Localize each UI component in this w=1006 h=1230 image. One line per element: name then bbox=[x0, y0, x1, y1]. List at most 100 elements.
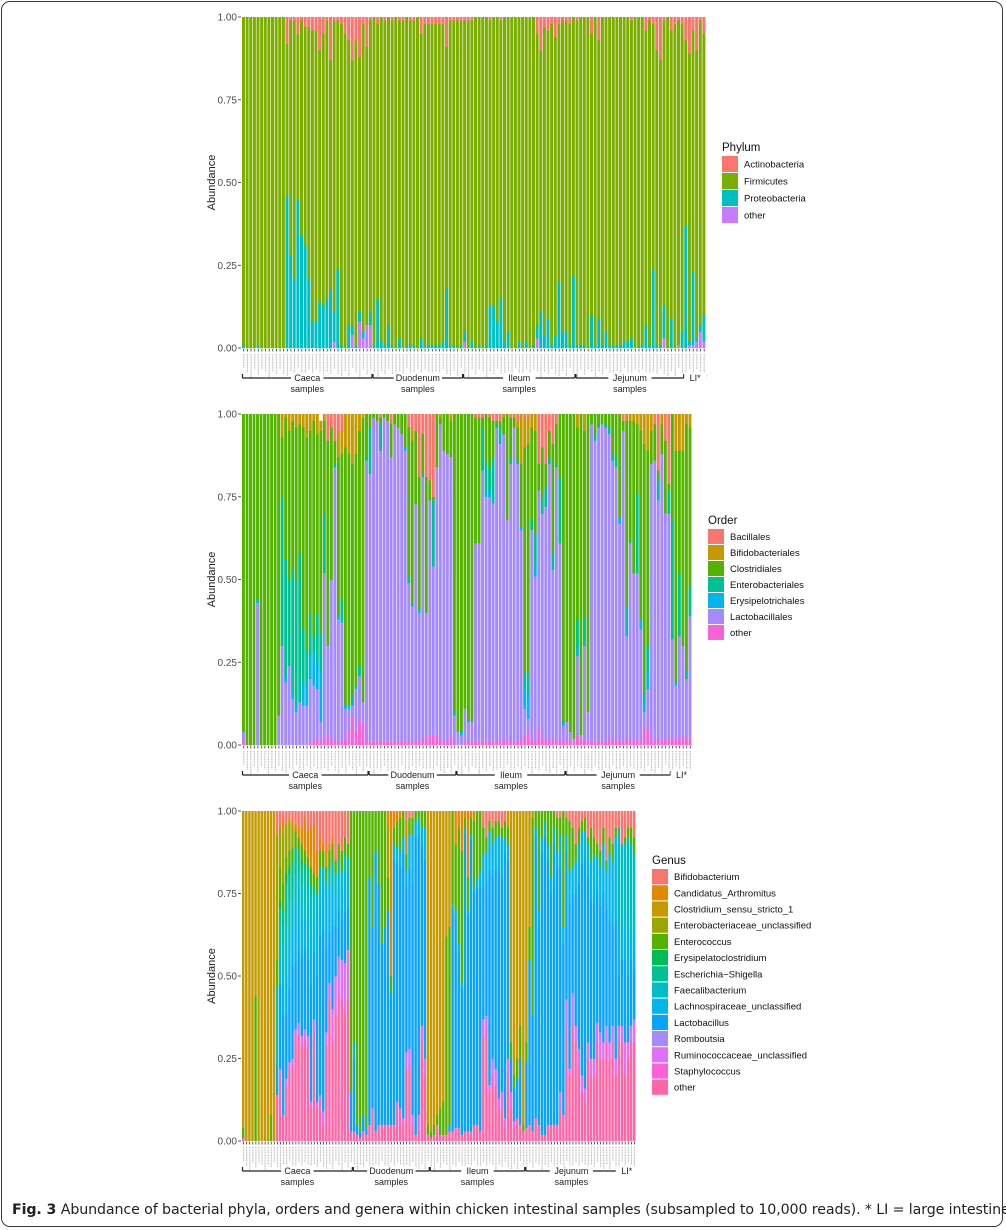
legend-title: Phylum bbox=[722, 142, 760, 154]
bar-segment-bifidobacteriales bbox=[649, 414, 653, 431]
bar-segment-clostridium-sensu-stricto-1 bbox=[519, 811, 522, 1026]
bar-segment-other bbox=[365, 1134, 368, 1142]
bar-segment-proteobacteria bbox=[452, 344, 456, 349]
bar-segment-enterococcus bbox=[439, 1108, 442, 1135]
sample-bar bbox=[528, 17, 532, 349]
bar-segment-bifidobacteriales bbox=[294, 414, 298, 428]
legend-label: Erysipelatoclostridium bbox=[674, 953, 766, 964]
sample-bar bbox=[280, 414, 284, 746]
sample-bar bbox=[669, 17, 673, 349]
sample-bar bbox=[308, 414, 312, 746]
y-tick-label: 0.25 bbox=[218, 261, 238, 272]
bar-segment-bacillales bbox=[336, 414, 340, 431]
sample-bar bbox=[491, 414, 495, 746]
bar-segment-firmicutes bbox=[242, 17, 246, 345]
bar-segment-erysipelatoclostridium bbox=[285, 873, 288, 884]
group-label: LI* bbox=[690, 373, 702, 383]
bar-segment-erysipelotrichales bbox=[674, 682, 678, 686]
bar-segment-enterococcus bbox=[383, 811, 387, 927]
bar-segment-firmicutes bbox=[278, 17, 282, 349]
bar-segment-proteobacteria bbox=[658, 344, 662, 349]
bar-segment-lactobacillus bbox=[303, 949, 307, 1030]
bar-segment-ruminococcaceae-unclassified bbox=[574, 1025, 577, 1043]
bar-segment-bifidobacterium bbox=[592, 811, 596, 838]
sample-bar bbox=[482, 811, 485, 1142]
bar-segment-enterococcus bbox=[608, 837, 611, 855]
bar-segment-faecalibacterium bbox=[340, 870, 343, 888]
bar-segment-actinobacteria bbox=[336, 17, 340, 21]
bar-segment-other bbox=[329, 741, 333, 746]
bar-segment-bacillales bbox=[424, 414, 428, 478]
bar-segment-lactobacillus bbox=[500, 877, 504, 1092]
bar-segment-other bbox=[599, 1058, 602, 1142]
bar-segment-ruminococcaceae-unclassified bbox=[297, 1022, 300, 1036]
bar-segment-enterobacteriales bbox=[607, 427, 611, 435]
bar-segment-proteobacteria bbox=[419, 338, 423, 349]
bar-segment-ruminococcaceae-unclassified bbox=[559, 1091, 562, 1109]
sample-bar bbox=[526, 414, 530, 746]
sample-bar bbox=[477, 17, 481, 349]
sample-bar bbox=[525, 811, 528, 1142]
sample-bar bbox=[637, 17, 641, 349]
bar-segment-lactobacillus bbox=[589, 900, 593, 1059]
bar-segment-bacillales bbox=[621, 414, 625, 421]
bar-segment-ruminococcaceae-unclassified bbox=[285, 1078, 288, 1086]
bar-segment-enterococcus bbox=[414, 811, 417, 822]
bar-segment-ruminococcaceae-unclassified bbox=[509, 1091, 513, 1109]
bar-segment-other bbox=[614, 1075, 617, 1142]
bar-segment-faecalibacterium bbox=[325, 880, 328, 907]
bar-segment-enterobacteriales bbox=[625, 605, 629, 630]
bar-segment-ruminococcaceae-unclassified bbox=[512, 1121, 516, 1129]
group-label: LI* bbox=[621, 1166, 633, 1176]
sample-bar bbox=[300, 811, 303, 1142]
bar-segment-actinobacteria bbox=[423, 17, 427, 24]
bar-segment-clostridium-sensu-stricto-1 bbox=[291, 820, 294, 828]
sample-bar bbox=[292, 17, 296, 349]
legend-item: Clostridium_sensu_stricto_1 bbox=[652, 901, 793, 917]
bar-segment-enterococcus bbox=[346, 844, 350, 858]
bar-segment-clostridiales bbox=[600, 414, 604, 425]
bar-segment-lactobacillus bbox=[398, 867, 402, 1109]
bar-segment-other bbox=[315, 1108, 319, 1142]
bar-segment-firmicutes bbox=[702, 33, 706, 316]
bar-segment-enterobacteriales bbox=[688, 586, 692, 617]
bar-segment-lachnospiraceae-unclassified bbox=[325, 906, 328, 947]
bar-segment-lactobacillus bbox=[580, 863, 584, 1076]
bar-segment-erysipelotrichales bbox=[319, 672, 323, 723]
bar-segment-enterococcus bbox=[325, 867, 328, 881]
bar-segment-actinobacteria bbox=[368, 17, 372, 21]
bar-segment-firmicutes bbox=[640, 17, 644, 345]
bar-segment-other bbox=[623, 1075, 627, 1142]
sample-bar bbox=[510, 17, 514, 349]
bar-segment-bacillales bbox=[540, 414, 544, 448]
bar-segment-lactobacillales bbox=[333, 466, 337, 739]
bar-segment-other bbox=[579, 738, 583, 746]
bar-segment-lactobacillus bbox=[297, 949, 300, 1023]
bar-segment-firmicutes bbox=[619, 17, 623, 345]
bar-segment-ruminococcaceae-unclassified bbox=[405, 1051, 408, 1069]
bar-segment-bacillales bbox=[491, 414, 495, 421]
bar-segment-clostridiales bbox=[294, 427, 298, 580]
bar-segment-other bbox=[695, 341, 699, 349]
bar-segment-other bbox=[454, 1127, 457, 1142]
bar-segment-clostridiales bbox=[646, 450, 650, 646]
bar-segment-faecalibacterium bbox=[343, 853, 347, 874]
bar-segment-enterobacteriales bbox=[315, 612, 319, 663]
bar-segment-lachnospiraceae-unclassified bbox=[318, 886, 322, 937]
bar-segment-firmicutes bbox=[666, 17, 670, 349]
bar-segment-lactobacillales bbox=[393, 423, 397, 742]
bracket-label-gap bbox=[503, 373, 536, 383]
bar-segment-firmicutes bbox=[310, 30, 314, 322]
bar-segment-actinobacteria bbox=[292, 17, 296, 21]
bar-segment-enterobacteriales bbox=[670, 519, 674, 640]
bar-segment-lachnospiraceae-unclassified bbox=[555, 850, 559, 868]
legend-title: Order bbox=[708, 515, 738, 527]
legend-swatch bbox=[722, 207, 738, 223]
bar-segment-lachnospiraceae-unclassified bbox=[632, 936, 636, 970]
bar-segment-lactobacillales bbox=[474, 543, 477, 742]
legend-swatch bbox=[652, 950, 668, 966]
bar-segment-lactobacillus bbox=[617, 976, 621, 1026]
bar-segment-proteobacteria bbox=[542, 334, 546, 349]
legend-swatch bbox=[708, 561, 724, 576]
